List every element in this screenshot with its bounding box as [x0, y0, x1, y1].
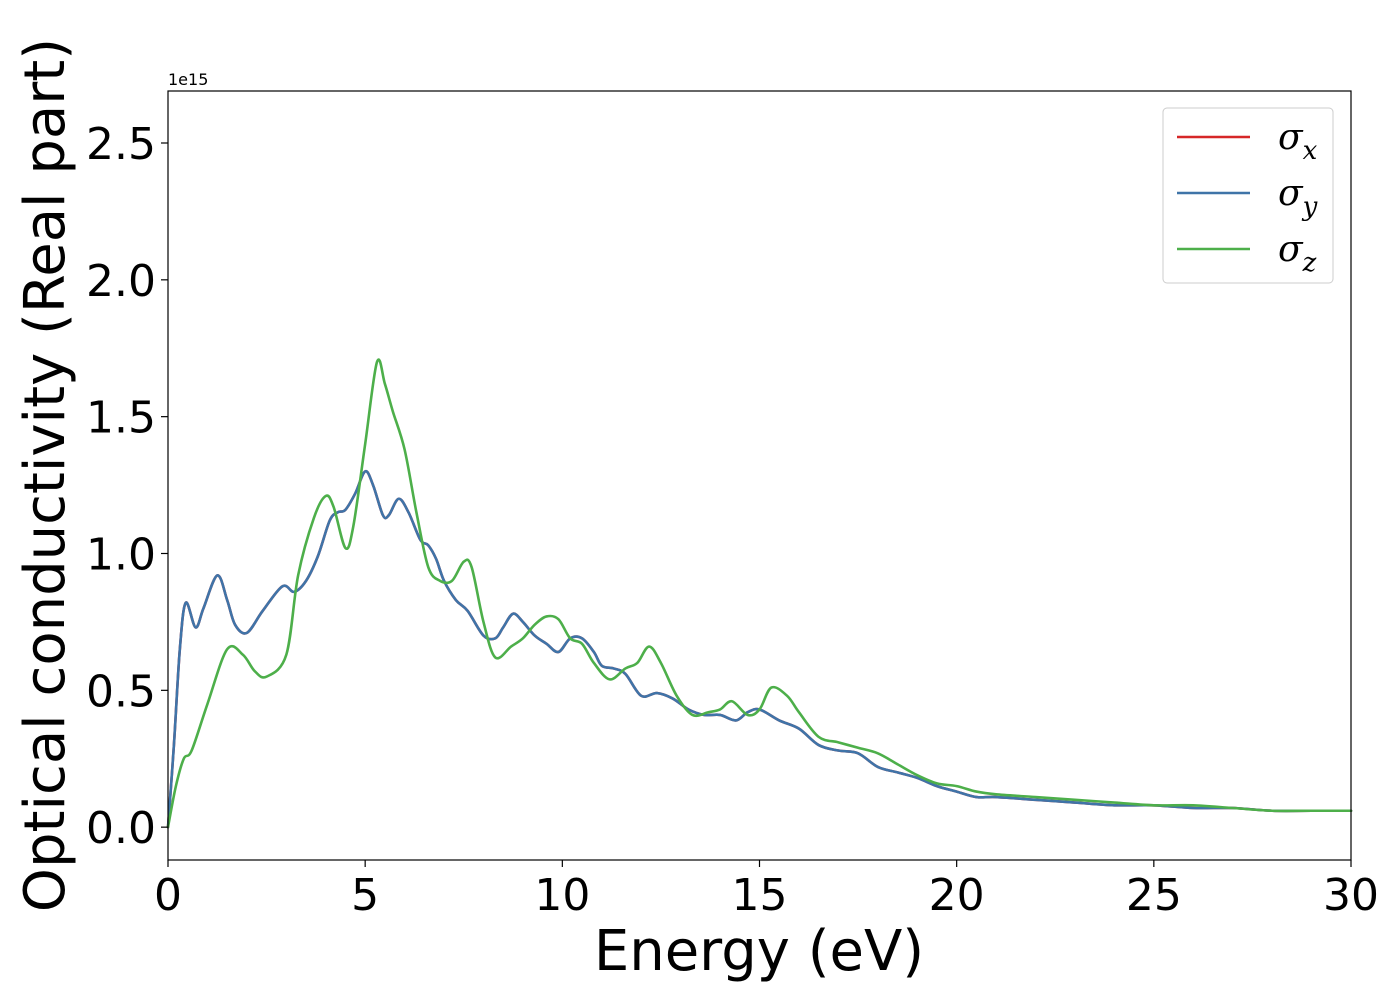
- x-tick-label: 25: [1126, 870, 1182, 921]
- y-tick-label: 1.5: [86, 393, 156, 444]
- x-axis-title: Energy (eV): [594, 919, 924, 984]
- y-tick-label: 2.0: [86, 256, 156, 307]
- x-tick-label: 0: [154, 870, 182, 921]
- y-tick-label: 0.0: [86, 803, 156, 854]
- x-tick-label: 15: [732, 870, 788, 921]
- x-tick-label: 20: [929, 870, 985, 921]
- series-line-z: [166, 358, 1353, 829]
- legend-label-y: σy: [1278, 173, 1318, 222]
- x-tick-label: 30: [1323, 870, 1379, 921]
- ticks-layer: 0 5 10 15 20 25 30 0.0 0.5 1.0 1.5 2.0 2.5: [86, 119, 1379, 921]
- y-tick-label: 0.5: [86, 666, 156, 717]
- x-tick-label: 5: [351, 870, 379, 921]
- y-offset-label: 1e15: [168, 70, 208, 89]
- x-tick-label: 10: [534, 870, 590, 921]
- legend: σx σy σz: [1162, 107, 1334, 284]
- series-line-y: [166, 469, 1353, 829]
- series-line-x: [166, 469, 1353, 829]
- legend-box: [1162, 107, 1334, 284]
- y-tick-label: 2.5: [86, 119, 156, 170]
- y-axis-title: Optical conductivity (Real part): [13, 38, 78, 912]
- series-layer: [166, 358, 1353, 829]
- legend-label-z: σz: [1278, 229, 1317, 278]
- y-tick-label: 1.0: [86, 529, 156, 580]
- legend-label-x: σx: [1278, 117, 1318, 166]
